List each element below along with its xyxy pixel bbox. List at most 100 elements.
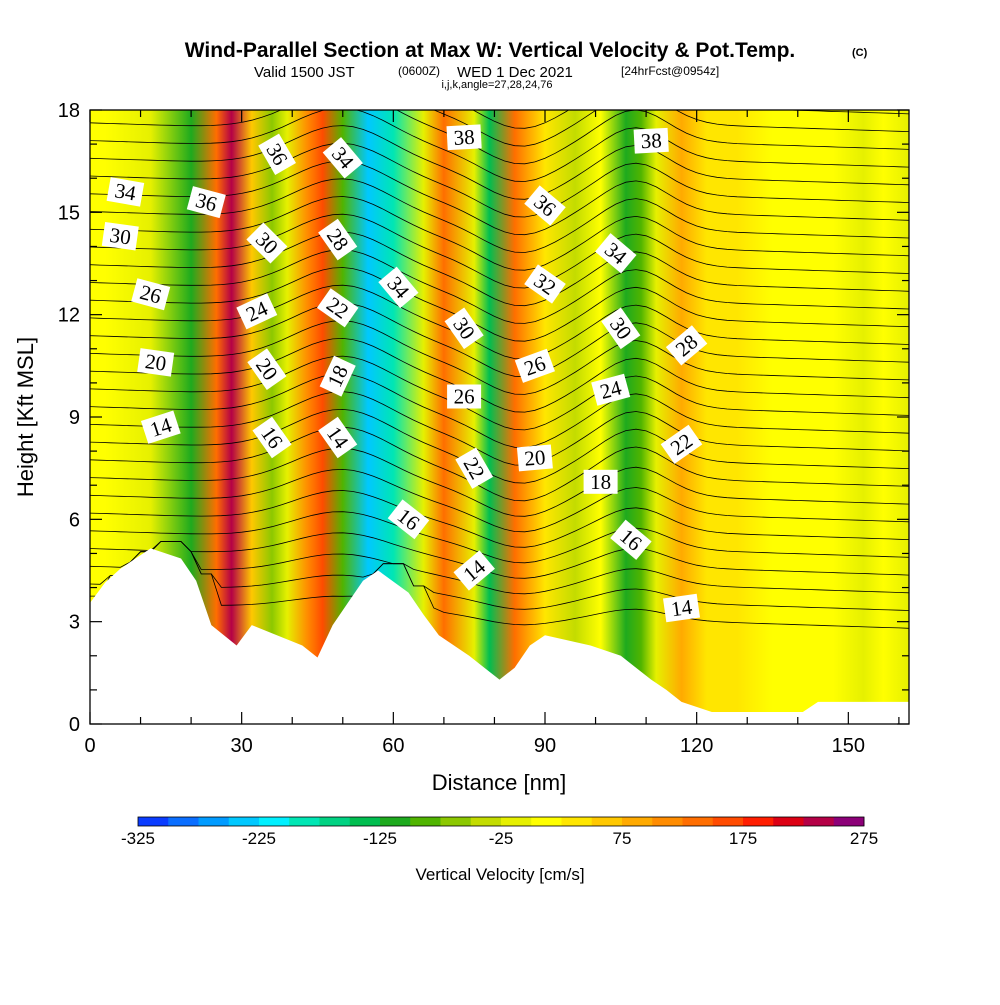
- contour-label-box: [236, 293, 278, 330]
- y-tick-label: 6: [69, 509, 80, 531]
- contour-label-box: [186, 186, 226, 219]
- contour-label: 26: [447, 384, 482, 409]
- colorbar-swatch: [743, 817, 774, 826]
- contour-label-box: [131, 278, 171, 311]
- contour-label-text: 20: [144, 349, 168, 376]
- isentrope-line: [90, 408, 909, 484]
- isentrope-line: [90, 373, 909, 449]
- isentrope-line: [90, 160, 909, 236]
- title-copyright-mark: (C): [852, 47, 868, 59]
- x-tick-label: 30: [231, 735, 253, 757]
- contour-label-box: [633, 127, 669, 154]
- contour-label-box: [665, 325, 708, 366]
- isentrope-line: [472, 110, 909, 129]
- contour-label-box: [258, 133, 296, 176]
- colorbar-swatch: [349, 817, 381, 826]
- colorbar-swatch: [591, 817, 623, 826]
- colorbar-swatch: [833, 817, 865, 826]
- contour-label-box: [140, 410, 181, 444]
- contour-label-box: [101, 221, 139, 251]
- colorbar-swatch: [501, 817, 532, 826]
- colorbar-tick-label: -225: [242, 829, 276, 848]
- isentrope-line: [90, 468, 909, 533]
- isentrope-line: [433, 110, 909, 147]
- contour-label-box: [583, 469, 618, 494]
- contour-label-box: [316, 288, 359, 328]
- contour-label-box: [610, 519, 652, 560]
- contour-label-box: [322, 137, 363, 179]
- chart-title-group: Wind-Parallel Section at Max W: Vertical…: [185, 39, 868, 91]
- contour-label: 14: [662, 593, 701, 623]
- contour-label-box: [137, 348, 175, 377]
- y-tick-label: 12: [58, 305, 80, 327]
- isentrope-line: [90, 320, 909, 395]
- contour-label-text: 20: [523, 445, 546, 471]
- contour-label: 16: [387, 499, 430, 540]
- contour-label: 38: [633, 127, 669, 154]
- colorbar-tick-label: 75: [613, 829, 632, 848]
- colorbar-tick-label: -325: [121, 829, 155, 848]
- colorbar-swatch: [682, 817, 714, 826]
- contour-label-text: 14: [669, 595, 694, 622]
- contour-label: 22: [455, 447, 494, 489]
- contour-label-box: [318, 416, 358, 459]
- contour-label: 28: [665, 325, 708, 366]
- contour-label-box: [591, 373, 631, 406]
- colorbar: -325 -225 -125 -25 75 175 275: [121, 816, 878, 848]
- isentrope-line: [90, 110, 909, 165]
- y-tick-label: 3: [69, 612, 80, 634]
- isentrope-line: [90, 249, 909, 324]
- colorbar-label: Vertical Velocity [cm/s]: [415, 865, 584, 884]
- contour-label-box: [246, 222, 288, 264]
- isentrope-line: [90, 125, 909, 200]
- colorbar-tick-label: 175: [729, 829, 757, 848]
- contour-label-box: [660, 424, 703, 464]
- contour-label: 26: [131, 278, 171, 311]
- colorbar-swatch: [773, 817, 804, 826]
- isentrope-line: [90, 142, 909, 218]
- isentrope-line: [90, 267, 909, 342]
- contour-label: 20: [516, 444, 553, 472]
- contour-label: 24: [591, 373, 631, 406]
- x-tick-label: 90: [534, 735, 556, 757]
- colorbar-tick-label: 275: [850, 829, 878, 848]
- contour-label: 22: [660, 424, 703, 464]
- colorbar-swatch: [380, 817, 411, 826]
- chart-subtitle-main: Valid 1500 JST: [254, 64, 355, 81]
- y-axis-label: Height [Kft MSL]: [13, 337, 38, 497]
- colorbar-swatch: [622, 817, 653, 826]
- colorbar-frame: [137, 816, 865, 827]
- contour-label: 18: [583, 469, 618, 494]
- chart-subtitle-indices: i,j,k,angle=27,28,24,76: [441, 79, 552, 91]
- colorbar-tick-label: -25: [489, 829, 514, 848]
- contour-label-box: [595, 233, 637, 274]
- isentrope-line: [90, 541, 909, 629]
- contour-label-text: 34: [113, 178, 138, 205]
- colorbar-swatch: [531, 817, 562, 826]
- colorbar-swatch: [138, 817, 169, 826]
- contour-label-box: [453, 550, 495, 591]
- contour-label: 36: [186, 186, 226, 219]
- x-tick-label: 120: [680, 735, 713, 757]
- y-tick-label: 18: [58, 100, 80, 122]
- terrain-mask: [90, 548, 909, 724]
- contour-label-box: [601, 307, 641, 350]
- contour-label: 14: [140, 410, 181, 444]
- isentrope-line: [90, 355, 909, 431]
- isentrope-line: [90, 302, 909, 378]
- contour-label-box: [444, 307, 484, 350]
- y-tick-label: 0: [69, 714, 80, 736]
- x-tick-label: 0: [84, 735, 95, 757]
- isentrope-line: [90, 541, 909, 611]
- contour-label-box: [319, 355, 356, 397]
- colorbar-swatch: [259, 817, 290, 826]
- chart-subtitle-utc: (0600Z): [398, 64, 440, 78]
- isentrope-line: [90, 511, 909, 564]
- contour-label-text: 26: [454, 385, 475, 409]
- contour-label: 20: [137, 348, 175, 377]
- x-axis-label: Distance [nm]: [432, 770, 567, 795]
- colorbar-swatch: [168, 817, 199, 826]
- colorbar-swatch: [228, 817, 260, 826]
